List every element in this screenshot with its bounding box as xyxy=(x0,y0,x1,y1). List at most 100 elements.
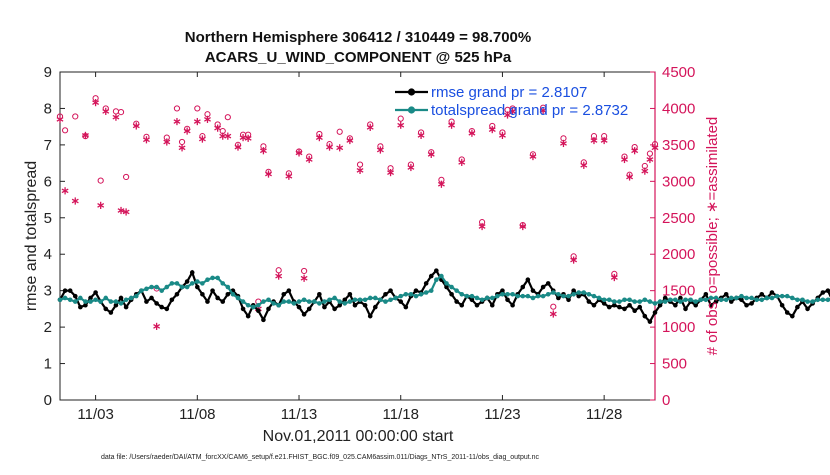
spread-point xyxy=(388,297,393,303)
obs-assimilated-marker xyxy=(631,147,639,155)
spread-point xyxy=(398,293,404,299)
rmse-point xyxy=(195,284,200,290)
spread-point xyxy=(240,299,246,304)
spread-point xyxy=(383,299,388,304)
spread-point xyxy=(606,297,612,303)
obs-assimilated-marker xyxy=(539,107,547,115)
spread-point xyxy=(550,290,556,295)
spread-point xyxy=(428,288,434,293)
rmse-point xyxy=(469,297,475,303)
right-tick-label: 4000 xyxy=(662,100,695,117)
obs-assimilated-marker xyxy=(198,135,206,143)
left-tick-label: 3 xyxy=(44,283,52,300)
obs-assimilated-stroke xyxy=(651,145,659,151)
spread-point xyxy=(642,297,648,303)
obs-possible-marker xyxy=(224,114,231,121)
obs-assimilated-marker xyxy=(504,111,511,119)
obs-assimilated-stroke xyxy=(397,122,405,128)
spread-point xyxy=(179,284,185,290)
rmse-point xyxy=(612,302,617,308)
obs-assimilated-marker xyxy=(204,115,211,123)
obs-assimilated-stroke xyxy=(529,154,537,159)
rmse-point xyxy=(413,288,419,293)
obs-possible-marker xyxy=(123,173,130,181)
x-tick-label: 11/23 xyxy=(484,406,520,423)
obs-assimilated-stroke xyxy=(387,170,395,175)
rmse-point xyxy=(388,288,393,293)
obs-assimilated-stroke xyxy=(300,275,308,281)
spread-point xyxy=(118,301,124,306)
obs-assimilated-stroke xyxy=(478,224,486,229)
rmse-point xyxy=(520,284,526,290)
spread-point xyxy=(556,292,561,297)
rmse-point xyxy=(545,281,551,286)
y-axis-label-right: # of obs: o=possible; ∗=assimilated xyxy=(704,117,721,356)
obs-assimilated-stroke xyxy=(56,117,64,122)
rmse-point xyxy=(510,302,515,308)
obs-assimilated-stroke xyxy=(366,125,374,130)
obs-possible-marker xyxy=(72,113,79,120)
spread-point xyxy=(439,273,444,279)
spread-point xyxy=(266,297,271,303)
chart-title-line1: Northern Hemisphere 306412 / 310449 = 98… xyxy=(185,29,531,46)
spread-point xyxy=(754,297,760,303)
spread-point xyxy=(637,299,643,304)
spread-point xyxy=(276,302,281,308)
left-tick-label: 5 xyxy=(44,210,52,227)
right-tick-label: 2500 xyxy=(662,210,695,227)
obs-assimilated-stroke xyxy=(214,125,222,131)
obs-assimilated-stroke xyxy=(285,173,293,179)
obs-assimilated-stroke xyxy=(539,108,547,113)
rmse-point xyxy=(571,288,576,293)
obs-assimilated-marker xyxy=(580,161,588,169)
obs-possible-marker xyxy=(61,127,69,134)
x-axis: 11/03 11/08 11/13 11/18 11/23 11/28 xyxy=(77,72,622,423)
spread-point xyxy=(256,302,261,308)
spread-point xyxy=(734,295,739,301)
rmse-point xyxy=(67,288,73,293)
spread-point xyxy=(144,286,149,292)
obs-assimilated-marker xyxy=(621,155,628,164)
spread-point xyxy=(245,302,251,308)
obs-assimilated-marker xyxy=(193,117,201,126)
obs-possible-marker xyxy=(397,115,404,122)
rmse-point xyxy=(301,312,307,317)
spread-point xyxy=(795,297,800,303)
obs-assimilated-stroke xyxy=(407,165,415,170)
spread-point xyxy=(805,299,810,304)
spread-point xyxy=(205,277,210,283)
spread-point xyxy=(632,299,637,304)
obs-assimilated-stroke xyxy=(458,160,466,165)
left-axis: 0 1 2 3 4 5 6 7 8 9 xyxy=(44,64,65,409)
spread-point xyxy=(408,292,414,297)
rmse-point xyxy=(444,284,449,290)
rmse-point xyxy=(164,306,170,312)
spread-point xyxy=(357,297,363,303)
obs-assimilated-marker xyxy=(326,143,333,151)
rmse-point xyxy=(256,308,261,314)
rmse-point xyxy=(617,304,622,310)
spread-point xyxy=(744,295,749,301)
obs-possible-marker xyxy=(97,177,104,184)
rmse-point xyxy=(662,295,668,301)
obs-assimilated-stroke xyxy=(570,257,578,263)
rmse-point xyxy=(647,319,653,324)
obs-assimilated-stroke xyxy=(509,108,517,114)
obs-possible-marker xyxy=(194,105,201,112)
rmse-point xyxy=(576,293,582,299)
left-tick-label: 8 xyxy=(44,100,52,117)
spread-point xyxy=(769,295,775,301)
obs-assimilated-marker xyxy=(366,123,374,131)
obs-assimilated-marker xyxy=(142,136,150,144)
rmse-point xyxy=(657,302,663,308)
obs-assimilated-stroke xyxy=(468,130,476,136)
rmse-point xyxy=(118,295,124,301)
obs-assimilated-stroke xyxy=(112,114,120,120)
spread-point xyxy=(647,299,653,304)
rmse-point xyxy=(352,302,358,308)
right-tick-label: 3500 xyxy=(662,137,695,154)
spread-point xyxy=(683,297,688,303)
obs-assimilated-stroke xyxy=(61,188,69,194)
obs-assimilated-marker xyxy=(122,208,130,216)
obs-assimilated-stroke xyxy=(600,138,608,143)
